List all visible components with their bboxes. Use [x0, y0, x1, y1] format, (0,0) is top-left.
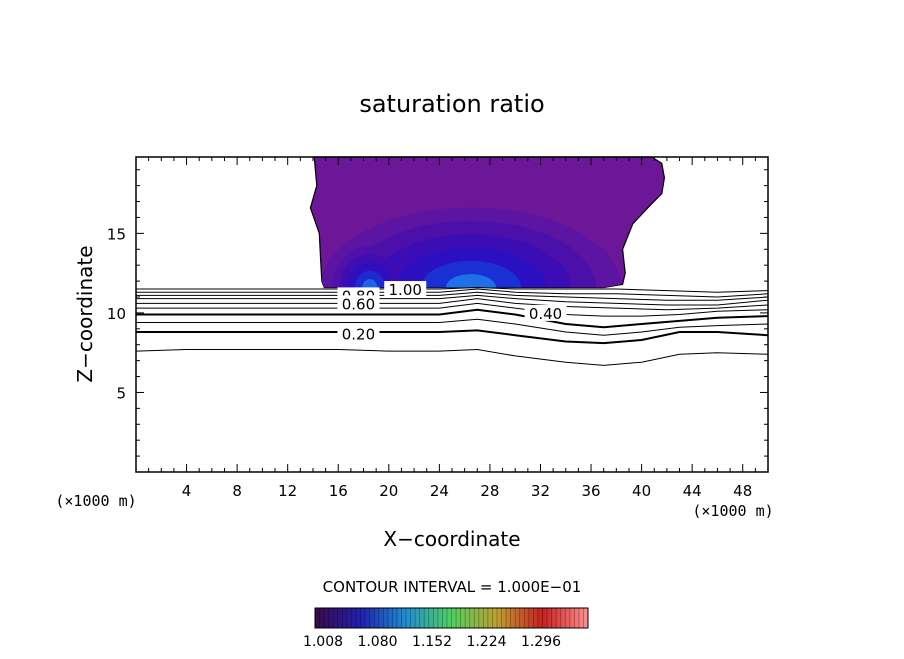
contour-label: 0.60 [342, 295, 375, 313]
x-tick-label: 40 [632, 482, 651, 500]
x-unit-label-right: (×1000 m) [692, 502, 773, 520]
contour-interval-label: CONTOUR INTERVAL = 1.000E−01 [323, 578, 582, 596]
colorbar-tick-labels: 1.008 1.080 1.152 1.224 1.296 [303, 634, 561, 650]
colorbar-tick-label: 1.224 [466, 634, 506, 650]
chart-title: saturation ratio [359, 90, 544, 118]
contour-label-bg [384, 281, 427, 298]
colorbar-tick-label: 1.152 [412, 634, 452, 650]
x-tick-label: 4 [182, 482, 192, 500]
colorbar-tick-label: 1.080 [357, 634, 397, 650]
contour-line [136, 294, 769, 306]
contour-label-bg [337, 325, 380, 342]
colorbar [314, 607, 589, 629]
contour-line [136, 291, 769, 301]
y-axis-label: Z−coordinate [73, 245, 97, 382]
x-tick-label: 32 [531, 482, 550, 500]
contour-line [136, 288, 769, 298]
y-tick-label: 15 [107, 225, 126, 243]
colorbar-tick-label: 1.008 [303, 634, 343, 650]
x-axis-label: X−coordinate [383, 527, 520, 551]
x-tick-label: 12 [278, 482, 297, 500]
x-tick-label: 8 [232, 482, 242, 500]
contour-lines [135, 286, 769, 366]
x-unit-label-left: (×1000 m) [55, 492, 136, 510]
filled-saturation-region [309, 156, 666, 289]
contour-label: 1.00 [389, 281, 422, 299]
contour-line [136, 318, 769, 336]
x-tick-label: 16 [329, 482, 348, 500]
x-tick-label: 36 [581, 482, 600, 500]
colorbar-tick-label: 1.296 [521, 634, 561, 650]
contour-label-bg [337, 295, 380, 312]
y-tick-label: 5 [116, 384, 126, 402]
x-tick-label: 48 [733, 482, 752, 500]
colorbar-gradient [314, 607, 589, 629]
contour-label: 0.40 [529, 305, 562, 323]
contour-line [136, 329, 769, 345]
y-tick-label: 10 [107, 305, 126, 323]
x-tick-label: 28 [480, 482, 499, 500]
contour-labels: 1.000.800.600.400.20 [337, 281, 567, 344]
contour-line [136, 302, 769, 317]
x-tick-label: 20 [379, 482, 398, 500]
contour-label-bg [524, 304, 567, 321]
contour-line [135, 348, 769, 366]
contour-line [136, 298, 769, 311]
contour-line [136, 286, 769, 293]
contour-label: 0.20 [342, 326, 375, 344]
x-tick-label: 24 [430, 482, 449, 500]
contour-line [136, 308, 769, 329]
x-tick-label: 44 [683, 482, 702, 500]
